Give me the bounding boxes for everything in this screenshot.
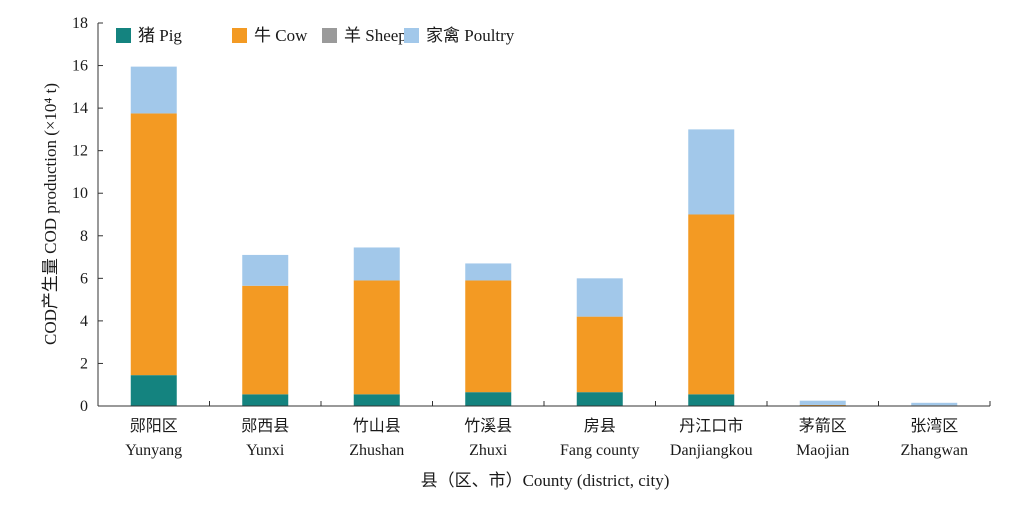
x-axis-title: 县（区、市）County (district, city) bbox=[421, 471, 670, 490]
y-tick-label: 16 bbox=[72, 58, 88, 75]
x-tick-label-cn: 郧西县 bbox=[241, 417, 289, 435]
legend-swatch-0 bbox=[116, 28, 131, 43]
y-tick-label: 4 bbox=[80, 313, 88, 330]
bar-segment-3-5 bbox=[688, 129, 735, 215]
bar-segment-0-0 bbox=[130, 375, 177, 406]
x-tick-label-cn: 竹山县 bbox=[353, 417, 401, 435]
bar-segment-1-3 bbox=[465, 280, 512, 393]
x-tick-label-en: Yunyang bbox=[125, 442, 182, 459]
x-tick-label-en: Danjiangkou bbox=[670, 442, 753, 459]
legend-swatch-3 bbox=[404, 28, 419, 43]
legend-label-2: 羊 Sheep bbox=[344, 26, 407, 45]
y-tick-label: 10 bbox=[72, 185, 88, 202]
y-tick-label: 14 bbox=[72, 100, 88, 117]
x-tick-label-cn: 张湾区 bbox=[910, 417, 958, 435]
x-tick-label-cn: 茅箭区 bbox=[799, 416, 847, 435]
x-tick-label-en: Zhangwan bbox=[900, 442, 968, 459]
bar-segment-1-6 bbox=[799, 404, 846, 406]
y-tick-label: 6 bbox=[80, 270, 88, 287]
x-tick-label-en: Yunxi bbox=[246, 442, 285, 459]
y-tick-label: 0 bbox=[80, 398, 88, 415]
bar-segment-1-1 bbox=[242, 285, 289, 395]
legend-swatch-1 bbox=[232, 28, 247, 43]
bar-segment-3-6 bbox=[799, 400, 846, 405]
y-tick-label: 18 bbox=[72, 15, 88, 32]
x-tick-label-cn: 竹溪县 bbox=[464, 417, 512, 435]
bar-segment-1-2 bbox=[353, 280, 400, 395]
y-tick-label: 8 bbox=[80, 228, 88, 245]
bar-segment-3-3 bbox=[465, 263, 512, 281]
bar-segment-1-5 bbox=[688, 214, 735, 395]
legend-label-3: 家禽 Poultry bbox=[426, 26, 515, 45]
x-tick-label-en: Zhuxi bbox=[469, 442, 508, 459]
legend: 猪 Pig 牛 Cow 羊 Sheep 家禽 Poultry bbox=[116, 26, 515, 45]
x-tick-label-cn: 郧阳区 bbox=[130, 417, 178, 435]
x-tick-label-en: Maojian bbox=[796, 442, 849, 459]
bar-segment-0-3 bbox=[465, 392, 512, 406]
bar-segment-1-0 bbox=[130, 113, 177, 376]
bar-segment-3-7 bbox=[911, 402, 958, 406]
bar-segment-0-4 bbox=[576, 392, 623, 406]
x-tick-label-cn: 丹江口市 bbox=[679, 417, 743, 435]
y-tick-label: 12 bbox=[72, 143, 88, 160]
bar-segment-3-0 bbox=[130, 66, 177, 114]
y-axis-title: COD产生量 COD production (×10⁴ t) bbox=[41, 83, 60, 345]
y-tick-label: 2 bbox=[80, 355, 88, 372]
bar-segment-3-4 bbox=[576, 278, 623, 317]
legend-swatch-2 bbox=[322, 28, 337, 43]
bar-segment-0-5 bbox=[688, 394, 735, 406]
bars-layer bbox=[130, 66, 958, 407]
bar-segment-3-1 bbox=[242, 254, 289, 286]
legend-label-0: 猪 Pig bbox=[138, 26, 182, 45]
bar-segment-0-2 bbox=[353, 394, 400, 406]
bar-segment-1-4 bbox=[576, 316, 623, 393]
bar-segment-0-1 bbox=[242, 394, 289, 406]
bar-segment-3-2 bbox=[353, 247, 400, 281]
x-tick-label-en: Zhushan bbox=[349, 442, 404, 459]
x-tick-label-en: Fang county bbox=[560, 442, 640, 459]
legend-label-1: 牛 Cow bbox=[254, 26, 308, 45]
x-tick-label-cn: 房县 bbox=[584, 417, 616, 435]
axes-layer: 0 2 4 6 8 10 12 14 16 18 郧阳区 Yunyang 郧西县 Yunxi 竹山县 Zhus… bbox=[72, 15, 991, 459]
